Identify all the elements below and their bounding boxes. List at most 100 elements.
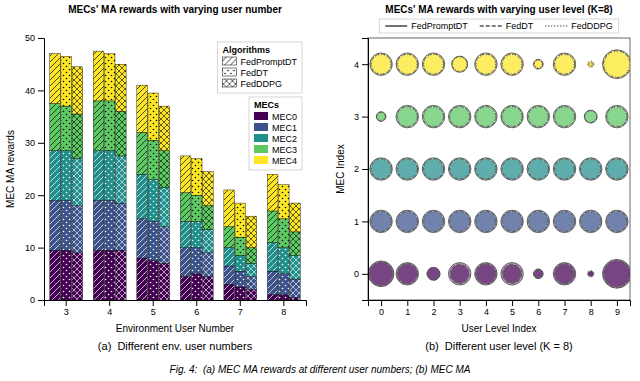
bubble [422,210,444,232]
tick-mark [381,300,382,306]
bubble [422,53,444,75]
tick-label: 7 [238,307,243,317]
tick-label: 4 [107,307,112,317]
bubble [501,53,523,75]
bar-segment [72,159,83,206]
tick: 5 [510,300,515,317]
bubble [397,264,417,284]
bar-segment [279,219,290,248]
bubble [607,211,627,231]
bubble [503,265,521,283]
tick-mark [283,300,284,306]
bubble [398,107,417,126]
bar-segment [137,219,148,258]
tick: 3 [458,300,463,317]
bar-segment [104,101,115,151]
bubble [502,159,521,178]
legend-label: FedDT [240,68,268,78]
bar-segment [191,195,202,221]
tick-label: 6 [536,307,541,317]
tick-label: 5 [510,307,515,317]
tick-mark [38,300,44,301]
tick-mark [240,300,241,306]
tick-label: 3 [458,307,463,317]
bubble [453,57,467,71]
bubble [528,211,548,231]
bar-segment [224,266,235,284]
bubble [604,51,630,77]
bubble [580,159,600,179]
bubble [397,106,417,126]
bubble [584,110,597,123]
bar-segment [246,216,257,247]
bubble [555,159,574,178]
bar-segment [159,227,170,264]
bar-segment [267,271,278,295]
bubble [606,158,628,180]
y-axis-label: MEC Index [335,144,346,193]
bubble [376,112,386,122]
tick-mark [512,300,513,306]
title: MECs' MA rewards with varying user level… [385,4,612,15]
tick-label: 0 [354,269,359,279]
bubble [370,210,392,232]
bar-segment [61,250,72,300]
bar-segment [180,248,191,277]
legend-label: FedDDPG [571,21,613,31]
bar-segment [148,140,159,179]
bubble [448,263,470,285]
legend-line [480,25,502,26]
bubble [449,106,469,126]
bar-segment [235,255,246,271]
bar-segment [61,106,72,151]
bar-segment [267,242,278,271]
bar-segment [72,114,83,159]
bubble [581,212,600,231]
bubble [448,210,470,232]
bubble [398,264,417,283]
bar-segment [279,274,290,295]
tick-label: 4 [484,307,489,317]
bar-segment [203,276,214,300]
bar-segment [148,221,159,260]
tick-mark [38,248,44,249]
bar-segment [50,151,61,201]
bubble [581,159,600,178]
bubble [533,59,543,69]
legend-label: MEC4 [272,156,297,166]
tick-mark [460,300,461,306]
bubble [427,267,440,280]
bar-segment [61,56,72,106]
tick: 0 [30,295,44,305]
bar-chart: 34567801020304050AlgorithmsFedPromptDTFe… [5,4,307,352]
x-axis-label: Environment User Number [116,323,235,334]
bubble [371,211,391,231]
legend-label: FedDT [506,21,534,31]
bubble [377,113,385,121]
bar-segment [235,203,246,237]
bubble [476,54,496,74]
bar-segment [290,255,301,279]
bubble [449,211,469,231]
axis: 01234 [354,39,369,301]
bubble [476,106,496,126]
legend-title: MECs [254,100,279,110]
tick: 9 [615,300,620,317]
legend-label: MEC1 [272,123,297,133]
bubble [396,158,418,180]
tick: 20 [25,191,44,201]
bubble [502,54,522,74]
legend-swatch [222,68,236,76]
bubble [370,263,392,285]
axis-line [45,301,307,307]
tick: 7 [238,300,243,317]
bubble [587,271,593,277]
bubble [607,107,626,126]
bubble [397,211,417,231]
legend: MECsMEC0MEC1MEC2MEC3MEC4 [249,97,302,170]
x-axis-label: User Level Index [461,323,536,334]
bar-segment [180,156,191,193]
bubble [527,210,549,232]
bar-segment [104,54,115,101]
legend-line [545,25,567,26]
